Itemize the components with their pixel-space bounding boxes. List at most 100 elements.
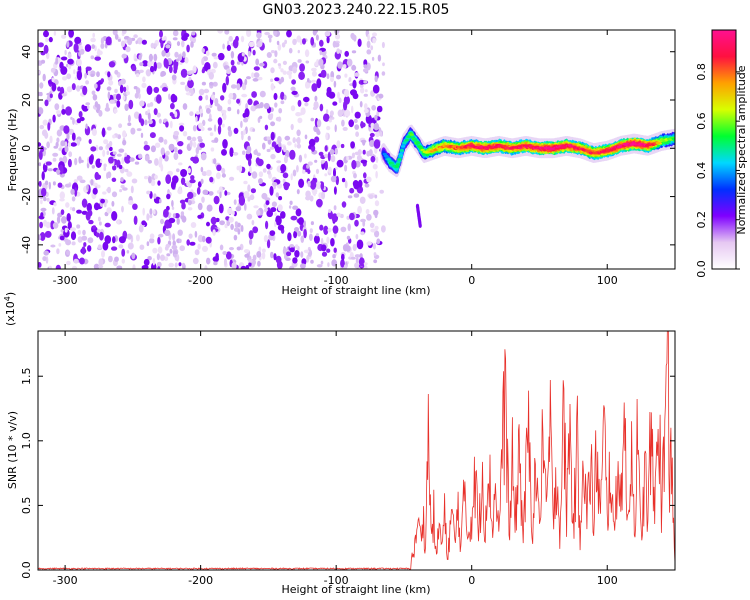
noise-blob: [141, 220, 147, 226]
noise-blob: [138, 153, 143, 159]
noise-blob: [106, 86, 112, 91]
noise-blob: [338, 97, 342, 104]
noise-blob: [77, 236, 83, 243]
noise-blob: [122, 95, 126, 101]
band-cell: [389, 162, 395, 165]
noise-blob: [261, 252, 266, 260]
noise-blob: [111, 191, 118, 198]
noise-blob: [105, 102, 109, 111]
noise-blob: [270, 131, 275, 141]
noise-blob: [83, 242, 87, 247]
noise-blob: [310, 117, 315, 122]
noise-blob: [174, 213, 180, 219]
noise-blob: [190, 222, 197, 228]
noise-blob: [108, 80, 114, 86]
noise-blob: [172, 37, 178, 41]
noise-blob: [244, 253, 250, 258]
noise-blob: [211, 52, 217, 57]
noise-blob: [326, 236, 330, 244]
band-cell: [407, 135, 412, 138]
noise-blob: [131, 252, 136, 260]
noise-blob: [315, 168, 320, 174]
noise-blob: [156, 62, 162, 69]
noise-blob: [321, 191, 326, 200]
noise-blob: [381, 41, 385, 49]
noise-blob: [40, 212, 44, 218]
noise-blob: [282, 172, 289, 179]
noise-blob: [146, 213, 150, 221]
noise-blob: [266, 170, 271, 175]
noise-blob: [316, 78, 322, 89]
noise-blob: [318, 151, 324, 156]
noise-blob: [76, 118, 82, 124]
noise-blob: [147, 256, 152, 261]
x-tick-label: -100: [324, 274, 349, 287]
noise-blob: [363, 108, 369, 113]
noise-blob: [206, 169, 212, 177]
noise-blob: [350, 256, 356, 260]
noise-blob: [248, 259, 253, 263]
noise-blob: [164, 256, 169, 262]
noise-blob: [241, 52, 245, 57]
x-tick-label: -300: [53, 274, 78, 287]
noise-blob: [138, 54, 142, 61]
noise-blob: [220, 109, 227, 114]
noise-blob: [210, 147, 215, 152]
noise-blob: [124, 168, 129, 173]
noise-blob: [201, 196, 205, 203]
noise-blob: [352, 64, 356, 70]
noise-blob: [212, 61, 218, 69]
noise-blob: [165, 59, 169, 69]
noise-blob: [333, 186, 337, 195]
noise-blob: [231, 262, 237, 269]
noise-blob: [366, 176, 372, 183]
noise-blob: [288, 205, 292, 209]
noise-blob: [136, 128, 142, 132]
noise-blob: [111, 177, 117, 182]
noise-blob: [304, 49, 310, 58]
noise-blob: [129, 157, 135, 162]
noise-blob: [327, 166, 332, 174]
noise-blob: [174, 111, 178, 118]
noise-blob: [76, 70, 83, 81]
noise-blob: [354, 219, 359, 227]
noise-blob: [292, 66, 297, 74]
noise-blob: [309, 233, 313, 241]
noise-blob: [252, 78, 259, 82]
noise-blob: [171, 206, 175, 210]
noise-blob: [374, 230, 380, 238]
band-cell: [386, 158, 391, 161]
noise-blob: [59, 61, 64, 69]
noise-blob: [336, 48, 341, 54]
noise-blob: [324, 173, 328, 177]
noise-blob: [343, 100, 348, 111]
noise-blob: [363, 68, 369, 73]
noise-blob: [132, 264, 136, 269]
noise-blob: [179, 245, 185, 252]
noise-blob: [91, 165, 96, 169]
noise-blob: [278, 196, 283, 201]
noise-blob: [290, 215, 298, 221]
noise-blob: [344, 50, 350, 57]
noise-blob: [307, 161, 313, 166]
noise-blob: [179, 199, 186, 204]
noise-blob: [282, 60, 287, 65]
noise-blob: [74, 36, 82, 45]
noise-blob: [228, 129, 233, 137]
noise-blob: [344, 73, 348, 78]
noise-blob: [246, 30, 252, 37]
noise-blob: [178, 262, 182, 267]
noise-blob: [48, 36, 53, 43]
noise-blob: [274, 221, 277, 228]
noise-blob: [215, 252, 219, 261]
noise-blob: [121, 258, 126, 264]
noise-blob: [63, 229, 70, 238]
noise-blob: [185, 92, 192, 96]
noise-blob: [280, 68, 284, 73]
noise-blob: [248, 158, 252, 167]
noise-blob: [319, 224, 324, 231]
noise-blob: [160, 70, 167, 77]
noise-blob: [266, 210, 274, 218]
noise-blob: [147, 109, 151, 114]
noise-blob: [247, 184, 251, 192]
